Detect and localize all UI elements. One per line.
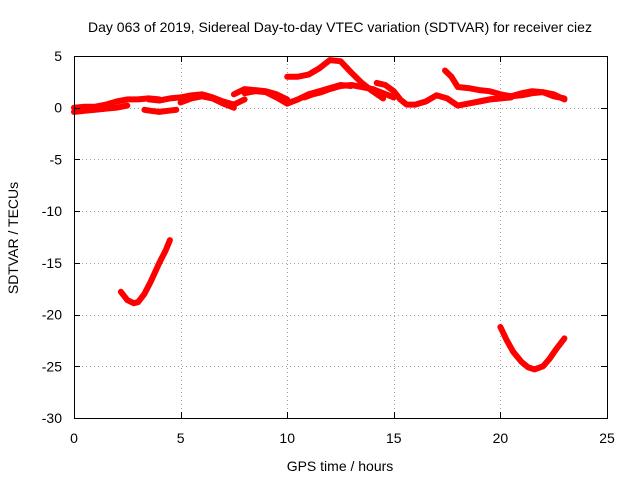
series-arc-14 <box>497 324 568 373</box>
series-arc-13 <box>476 88 568 105</box>
y-tick-label: -25 <box>42 358 62 374</box>
series-layer <box>71 57 568 373</box>
y-tick-label: 0 <box>54 100 62 116</box>
series-arc-03 <box>117 237 173 307</box>
x-tick-label: 15 <box>386 430 402 446</box>
tick-label-layer: 0 5 10 15 20 25 -30 -25 -20 -15 -10 -5 0 5 <box>42 48 615 446</box>
y-tick-label: -10 <box>42 203 62 219</box>
x-tick-label: 0 <box>70 430 78 446</box>
x-tick-label: 10 <box>279 430 295 446</box>
plot-frame <box>74 56 608 419</box>
y-tick-label: 5 <box>54 48 62 64</box>
y-tick-label: -15 <box>42 255 62 271</box>
series-arc-10 <box>301 82 397 101</box>
y-tick-label: -20 <box>42 307 62 323</box>
chart-title: Day 063 of 2019, Sidereal Day-to-day VTE… <box>88 19 592 35</box>
tick-layer <box>74 56 608 419</box>
series-arc-04 <box>141 106 180 115</box>
x-tick-label: 20 <box>493 430 509 446</box>
y-tick-label: -5 <box>50 151 63 167</box>
x-tick-label: 5 <box>177 430 185 446</box>
x-axis-label: GPS time / hours <box>287 458 394 474</box>
series-arc-02 <box>71 102 131 115</box>
series-arc-01 <box>71 95 163 111</box>
x-tick-label: 25 <box>599 430 615 446</box>
series-arc-06 <box>177 93 237 111</box>
y-tick-label: -30 <box>42 410 62 426</box>
y-axis-label: SDTVAR / TECUs <box>5 182 21 294</box>
series-arc-09 <box>284 57 387 102</box>
